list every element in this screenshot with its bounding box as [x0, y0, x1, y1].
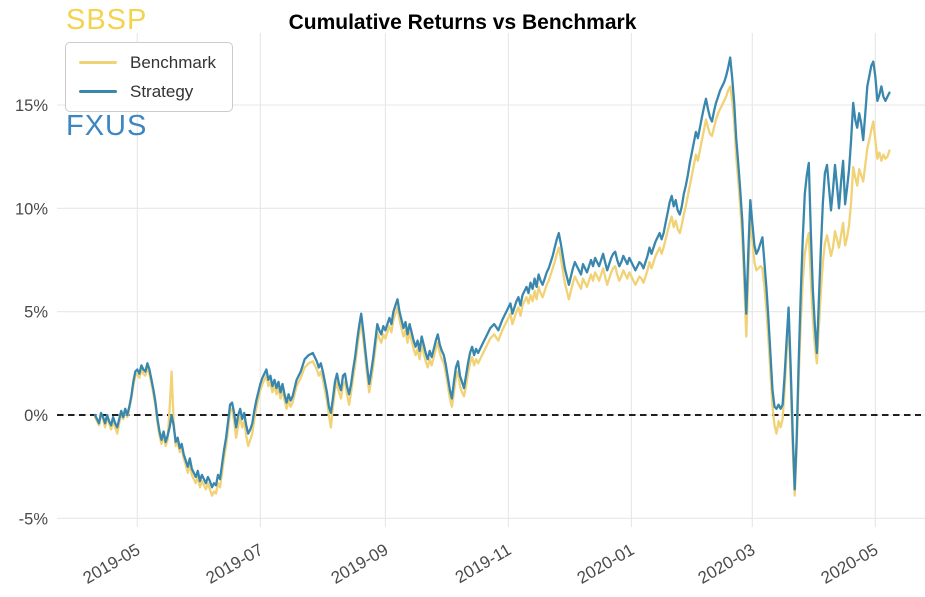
legend-label-benchmark: Benchmark — [130, 53, 216, 72]
strategy-line-swatch — [79, 90, 117, 93]
benchmark-ticker-label: SBSP — [66, 4, 148, 36]
legend: Benchmark Strategy — [65, 42, 233, 112]
y-tick-label: 15% — [15, 97, 48, 115]
y-tick-label: 10% — [15, 200, 48, 218]
x-tick-label: 2020-01 — [574, 540, 638, 588]
y-tick-label: -5% — [19, 510, 49, 528]
benchmark-series-line — [93, 85, 891, 497]
x-tick-label: 2019-09 — [328, 540, 392, 588]
y-tick-label: 5% — [24, 304, 48, 322]
legend-item-benchmark: Benchmark — [79, 53, 216, 72]
legend-item-strategy: Strategy — [79, 82, 216, 101]
x-tick-label: 2020-05 — [818, 540, 882, 588]
chart-title: Cumulative Returns vs Benchmark — [288, 11, 637, 34]
y-axis-tick-labels: 15% 10% 5% 0% -5% — [15, 97, 48, 528]
x-tick-label: 2020-03 — [695, 540, 759, 588]
x-tick-label: 2019-05 — [80, 540, 144, 588]
x-tick-label: 2019-11 — [452, 540, 514, 587]
strategy-ticker-label: FXUS — [66, 110, 148, 142]
legend-label-strategy: Strategy — [130, 82, 194, 101]
x-axis-tick-labels: 2019-05 2019-07 2019-09 2019-11 2020-01 2020-… — [80, 540, 882, 588]
benchmark-line-swatch — [79, 61, 117, 64]
x-tick-label: 2019-07 — [203, 540, 267, 588]
y-tick-label: 0% — [24, 407, 48, 425]
strategy-series-line — [93, 56, 891, 491]
